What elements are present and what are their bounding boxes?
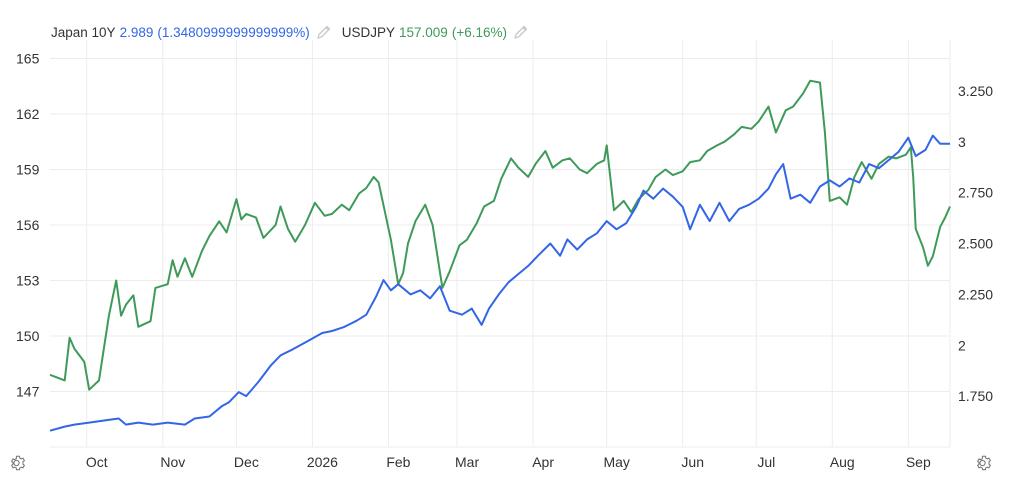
y-right-tick-label: 2.750 [958, 185, 993, 201]
series-layer [49, 79, 951, 432]
legend-series-value: 2.989 [119, 24, 154, 40]
gear-icon[interactable] [975, 454, 993, 472]
y-left-tick-label: 156 [16, 217, 40, 233]
x-tick-label: Jul [757, 454, 775, 470]
gear-icon[interactable] [9, 454, 27, 472]
x-axis: Oct Nov Dec 2026 Feb Mar Apr May Jun Jul Aug Sep [86, 454, 931, 470]
y-axis-right: 1.750 2 2.250 2.500 2.750 3 3.250 [958, 83, 993, 404]
x-tick-label: Mar [455, 454, 479, 470]
legend-series-name: Japan 10Y [51, 24, 116, 40]
y-right-tick-label: 2.250 [958, 286, 993, 302]
y-right-tick-label: 3 [958, 134, 966, 150]
x-tick-label: Aug [830, 454, 855, 470]
y-axis-left: 147 150 153 156 159 162 165 [16, 51, 40, 400]
legend-series-value: 157.009 [399, 24, 448, 40]
y-right-tick-label: 2 [958, 337, 966, 353]
x-tick-label: Feb [386, 454, 410, 470]
x-tick-label: Apr [532, 454, 554, 470]
legend-series-change: (1.3480999999999999%) [157, 24, 310, 40]
y-right-tick-label: 1.750 [958, 388, 993, 404]
x-tick-label: May [603, 454, 629, 470]
legend-item-usdjpy[interactable]: USDJPY 157.009 (+6.16%) [342, 24, 539, 40]
y-left-tick-label: 165 [16, 51, 40, 67]
x-tick-label: Oct [86, 454, 108, 470]
x-tick-label: Jun [681, 454, 704, 470]
y-left-tick-label: 159 [16, 162, 40, 178]
legend-series-name: USDJPY [341, 24, 396, 40]
y-left-tick-label: 153 [16, 273, 40, 289]
x-tick-label: Sep [906, 454, 931, 470]
pencil-icon[interactable] [316, 24, 336, 40]
series-line-japan10y[interactable] [49, 134, 950, 432]
x-tick-label: 2026 [307, 454, 338, 470]
y-right-tick-label: 3.250 [958, 83, 993, 99]
legend-item-japan10y[interactable]: Japan 10Y 2.989 (1.3480999999999999%) [51, 24, 342, 40]
y-right-tick-label: 2.500 [958, 236, 993, 252]
legend-series-change: (+6.16%) [451, 24, 507, 40]
y-left-tick-label: 147 [16, 384, 40, 400]
y-left-tick-label: 150 [16, 328, 40, 344]
legend: Japan 10Y 2.989 (1.3480999999999999%) US… [51, 22, 539, 42]
y-left-tick-label: 162 [16, 106, 40, 122]
pencil-icon[interactable] [513, 24, 533, 40]
x-tick-label: Dec [234, 454, 259, 470]
series-line-usdjpy[interactable] [49, 79, 951, 391]
grid [50, 40, 951, 448]
x-tick-label: Nov [160, 454, 185, 470]
